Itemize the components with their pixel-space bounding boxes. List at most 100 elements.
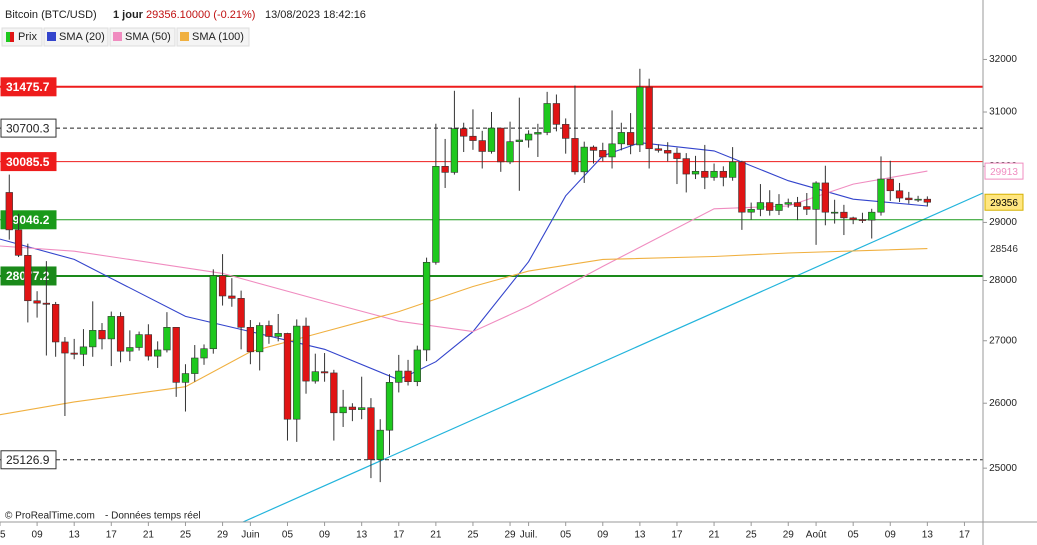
candle-body	[376, 429, 384, 460]
candle-body	[330, 372, 338, 414]
level-label-box	[0, 152, 57, 172]
x-tick-label: 05	[560, 530, 572, 541]
sma50-last: 29913	[990, 167, 1018, 178]
legend-swatch	[47, 32, 56, 41]
x-tick-label: 17	[106, 530, 118, 541]
x-tick-label: Juil.	[520, 530, 538, 541]
candle-body	[61, 341, 69, 354]
candle-body	[766, 202, 774, 211]
candle-body	[126, 347, 134, 352]
candle-body	[487, 127, 496, 152]
candle-body	[478, 140, 486, 152]
candle-body	[617, 132, 625, 145]
candle-body	[70, 352, 78, 355]
candles	[5, 68, 931, 483]
last-value-labels: 29913 29356 28546	[984, 162, 1024, 258]
candle-body	[283, 333, 292, 420]
candle-body	[812, 182, 820, 210]
x-tick-label: Août	[806, 530, 827, 541]
x-tick-label: 25	[180, 530, 192, 541]
x-tick-label: 09	[597, 530, 609, 541]
candle-body	[654, 148, 663, 151]
candle-body	[116, 316, 125, 352]
candle-body	[460, 128, 468, 137]
candle-body	[209, 275, 217, 350]
candle-body	[543, 103, 551, 133]
candle-body	[144, 334, 153, 357]
y-tick-label: 27000	[989, 335, 1017, 346]
x-tick-label: 21	[143, 530, 155, 541]
candle-body	[404, 370, 412, 383]
x-tick-label: 21	[709, 530, 721, 541]
level-label: 29046.2	[6, 213, 50, 227]
candle-body	[914, 198, 922, 201]
candle-body	[218, 275, 227, 297]
level-label: 31475.7	[6, 80, 50, 94]
candle-body	[664, 150, 672, 154]
legend-label: Prix	[18, 31, 37, 43]
candle-body	[868, 211, 876, 221]
legend-box[interactable]	[176, 27, 250, 47]
candle-body	[599, 150, 607, 158]
candle-body	[395, 370, 403, 383]
interval[interactable]: 1 jour	[113, 9, 144, 21]
y-tick-label: 26000	[989, 398, 1017, 409]
x-tick-label: 09	[885, 530, 897, 541]
x-tick-label: 05	[848, 530, 860, 541]
axes: 2500026000270002800029000300003100032000…	[0, 54, 1017, 541]
y-tick-label: 28000	[989, 275, 1017, 286]
candle-body	[52, 304, 60, 343]
candle-body	[154, 349, 162, 357]
candle-body	[710, 170, 718, 178]
candle-body	[589, 146, 598, 151]
candle-body	[385, 382, 394, 431]
candle-body	[701, 170, 709, 178]
level-label: 30085.5	[6, 155, 50, 169]
candle-body	[793, 202, 802, 207]
y-tick-label: 29000	[989, 217, 1017, 228]
candle-body	[895, 190, 904, 199]
legend-swatch	[10, 32, 14, 42]
candle-body	[432, 166, 440, 263]
candle-body	[534, 132, 542, 135]
level-label-box	[0, 118, 57, 138]
x-tick-label: 17	[959, 530, 971, 541]
trend-line[interactable]	[242, 192, 984, 523]
candle-body	[571, 138, 579, 173]
x-tick-label: 29	[783, 530, 795, 541]
candle-body	[756, 202, 765, 210]
candle-body	[135, 334, 143, 348]
legend-swatch	[180, 32, 189, 41]
x-tick-label: 13	[356, 530, 368, 541]
level-label-box	[0, 210, 57, 230]
candle-body	[905, 197, 913, 201]
legend-box[interactable]	[109, 27, 176, 47]
instrument: Bitcoin (BTC/USD)	[5, 9, 97, 21]
sma-line	[0, 248, 928, 416]
legend-label: SMA (20)	[59, 31, 105, 43]
candle-body	[506, 141, 514, 163]
price-last: 29356	[990, 198, 1018, 209]
candle-body	[562, 124, 570, 139]
candle-body	[237, 298, 245, 328]
candle-body	[274, 333, 282, 337]
candle-body	[107, 316, 115, 340]
x-tick-label: 29	[504, 530, 516, 541]
candle-body	[348, 406, 357, 410]
candle-body	[469, 135, 477, 141]
candle-body	[228, 295, 236, 299]
level-label: 25126.9	[6, 453, 50, 467]
legend-box[interactable]	[43, 27, 109, 47]
footer: © ProRealTime.com	[5, 511, 95, 522]
candle-body	[673, 152, 681, 159]
candle-body	[738, 161, 746, 213]
candle-body	[14, 229, 23, 256]
sma-line	[0, 142, 928, 381]
x-tick-label: 09	[32, 530, 44, 541]
candle-body	[830, 211, 839, 214]
x-tick-label: 05	[0, 530, 6, 541]
legend-label: SMA (50)	[125, 31, 171, 43]
candle-body	[24, 254, 32, 302]
